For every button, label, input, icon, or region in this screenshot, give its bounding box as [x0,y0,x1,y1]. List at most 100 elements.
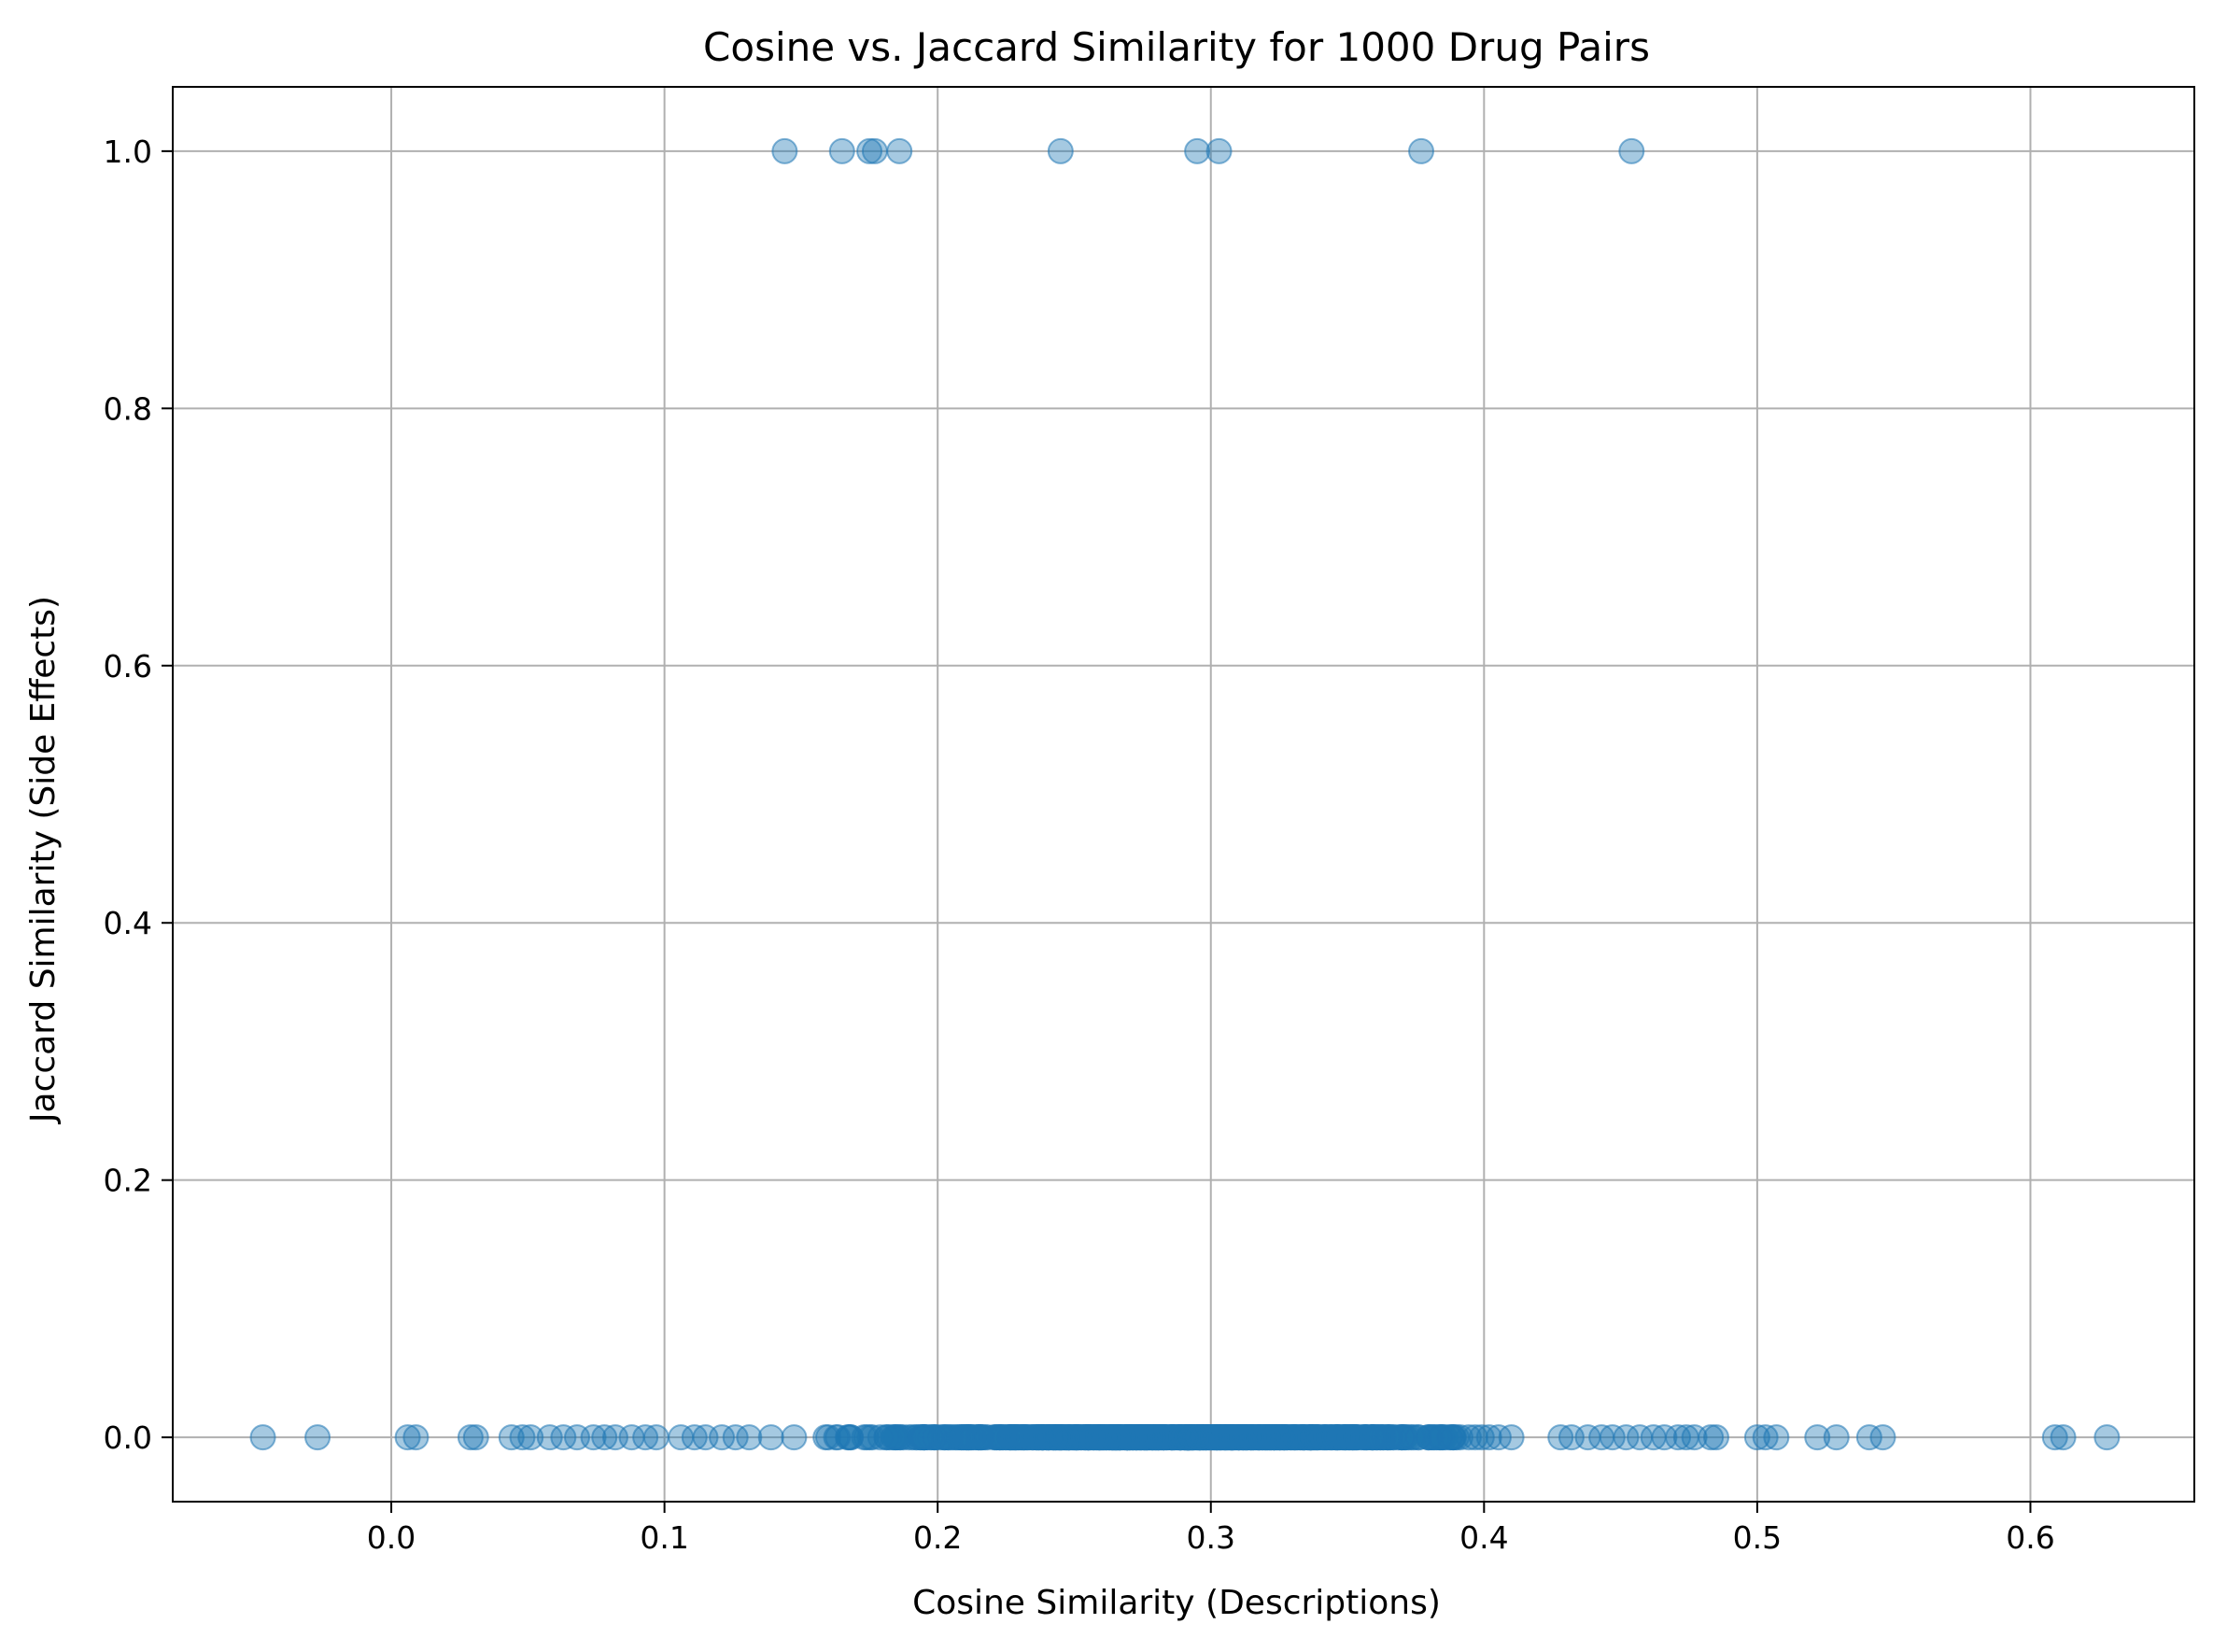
data-point [1743,1424,1770,1451]
y-axis-label: Jaccard Similarity (Side Effects) [24,596,63,1124]
data-point [1145,1424,1171,1451]
data-point [498,1424,525,1451]
data-point [1651,1424,1678,1451]
data-point [1804,1424,1831,1451]
data-point [249,1424,276,1451]
data-point [1215,1424,1242,1451]
data-point [825,1424,852,1451]
data-point [1405,1424,1432,1451]
data-point [1248,1424,1275,1451]
data-point [1823,1424,1850,1451]
data-point [402,1424,430,1451]
y-axis-ticks: 0.0 0.2 0.4 0.6 0.8 1.0 [104,134,173,1456]
y-tick-label: 0.4 [104,905,152,941]
data-point [1326,1424,1353,1451]
data-point [1046,1424,1073,1451]
data-point [1113,1424,1140,1451]
data-point [722,1424,749,1451]
x-tick-label: 0.1 [640,1519,688,1556]
data-point [1205,137,1233,164]
data-point [1056,1424,1083,1451]
data-point [1359,1424,1386,1451]
data-point [2050,1424,2077,1451]
x-tick-label: 0.4 [1459,1519,1508,1556]
data-point [1613,1424,1640,1451]
data-point [517,1424,544,1451]
y-tick-label: 1.0 [104,134,152,170]
grid-lines [173,87,2194,1502]
x-axis-label: Cosine Similarity (Descriptions) [912,1584,1441,1622]
data-point [1380,1424,1407,1451]
y-tick-label: 0.0 [104,1419,152,1456]
data-point [736,1424,763,1451]
data-point [937,1424,965,1451]
data-point [1547,1424,1574,1451]
data-point [1752,1424,1779,1451]
data-point [462,1424,489,1451]
data-point [1618,137,1645,164]
data-point [956,1424,983,1451]
data-point [1408,137,1435,164]
x-tick-label: 0.3 [1187,1519,1235,1556]
data-point [1436,1424,1463,1451]
data-point [632,1424,659,1451]
y-tick-label: 0.8 [104,390,152,427]
data-point [550,1424,577,1451]
data-point [1599,1424,1626,1451]
data-point [1092,1424,1120,1451]
data-point [873,1424,900,1451]
data-point [834,1424,861,1451]
data-point [886,137,913,164]
chart-title: Cosine vs. Jaccard Similarity for 1000 D… [703,24,1650,70]
data-point [1475,1424,1502,1451]
data-point [771,137,798,164]
data-point [1869,1424,1896,1451]
data-point [917,1424,944,1451]
data-point [757,1424,784,1451]
x-tick-label: 0.0 [367,1519,416,1556]
data-point [988,1424,1015,1451]
x-axis-ticks: 0.0 0.1 0.2 0.3 0.4 0.5 0.6 [367,1502,2055,1556]
data-point [642,1424,670,1451]
data-point [709,1424,736,1451]
data-point [1149,1424,1177,1451]
data-point [1184,137,1211,164]
data-point [1282,1424,1309,1451]
data-point [1019,1424,1046,1451]
data-point [1274,1424,1301,1451]
data-point [867,1424,894,1451]
data-point [591,1424,618,1451]
data-points [249,137,2121,1451]
plot-frame [172,86,2195,1503]
x-tick-label: 0.2 [913,1519,962,1556]
data-point [828,137,855,164]
data-point [1763,1424,1790,1451]
data-point [304,1424,331,1451]
data-point [1313,1424,1340,1451]
data-point [1186,1424,1213,1451]
y-tick-label: 0.6 [104,648,152,685]
x-tick-label: 0.5 [1733,1519,1782,1556]
data-point [681,1424,708,1451]
data-point [909,1424,937,1451]
data-point [1070,1424,1097,1451]
data-point [394,1424,421,1451]
data-point [1100,1424,1127,1451]
data-point [2093,1424,2121,1451]
x-tick-label: 0.6 [2006,1519,2054,1556]
y-tick-label: 0.2 [104,1163,152,1199]
data-point [781,1424,808,1451]
data-point [966,1424,993,1451]
data-point [1855,1424,1882,1451]
data-point [1047,137,1074,164]
data-point [536,1424,563,1451]
data-point [509,1424,536,1451]
data-point [1238,1424,1265,1451]
data-point [861,137,888,164]
data-point [1703,1424,1730,1451]
data-point [1485,1424,1512,1451]
data-point [2041,1424,2068,1451]
